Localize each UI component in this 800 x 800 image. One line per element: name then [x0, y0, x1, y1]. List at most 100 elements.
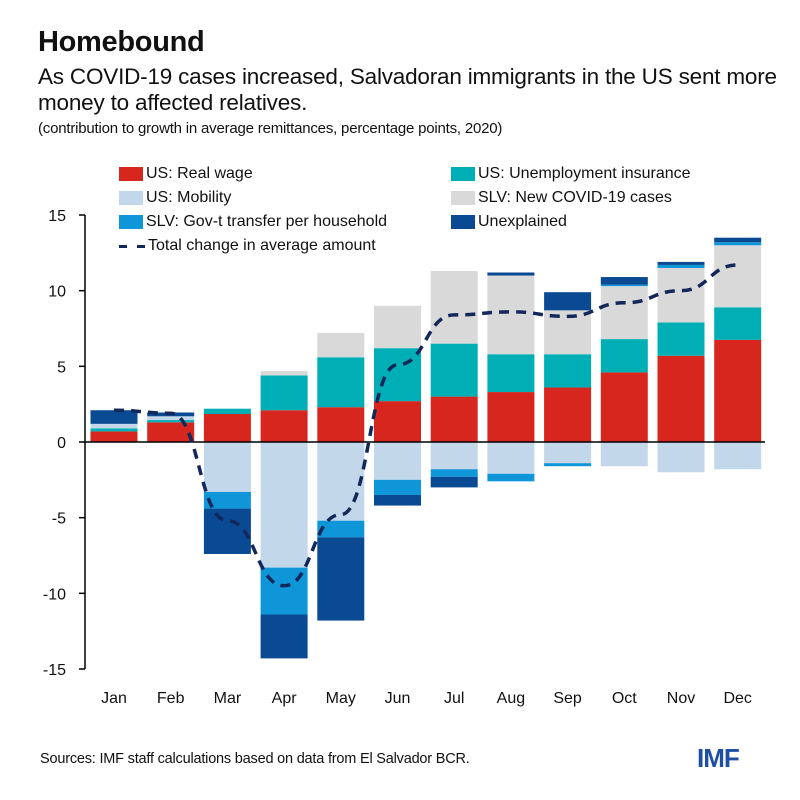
legend-swatch [451, 167, 475, 181]
bar-segment-jul-s0 [430, 396, 478, 442]
legend-swatch [451, 215, 475, 229]
bar-segment-aug-s2 [487, 442, 535, 474]
bar-segment-jan-s2 [90, 423, 138, 429]
bar-segment-feb-s1 [147, 420, 195, 423]
y-tick-label: -10 [43, 586, 66, 603]
legend-swatch [119, 191, 143, 205]
bar-segment-dec-s2 [714, 442, 762, 470]
bar-segment-may-s3 [317, 333, 365, 358]
legend-label: Unexplained [478, 213, 567, 230]
bar-segment-mar-s1 [203, 408, 251, 415]
bar-segment-aug-s0 [487, 392, 535, 442]
bar-segment-jul-s5 [430, 476, 478, 488]
bar-segment-jun-s4 [374, 479, 421, 495]
bar-segment-nov-s5 [657, 261, 705, 265]
x-tick-label: Sep [553, 690, 582, 707]
legend-item-unexplained: Unexplained [451, 213, 567, 231]
bar-segment-nov-s1 [657, 322, 705, 356]
bar-segment-oct-s3 [600, 286, 648, 340]
bar-segment-dec-s1 [714, 307, 762, 340]
bar-segment-apr-s0 [260, 410, 308, 442]
legend-item-unemployment: US: Unemployment insurance [451, 165, 691, 183]
bar-segment-aug-s1 [487, 354, 535, 393]
bar-segment-apr-s1 [260, 375, 308, 411]
legend-label: US: Unemployment insurance [478, 165, 691, 182]
dashed-line-swatch [119, 239, 145, 253]
bar-segment-may-s4 [317, 520, 365, 538]
chart-title: Homebound [38, 26, 205, 58]
x-tick-label: Feb [157, 690, 185, 707]
legend-swatch [451, 191, 475, 205]
bar-segment-jan-s0 [90, 431, 138, 442]
bar-segment-dec-s5 [714, 237, 762, 243]
x-tick-label: Jan [101, 690, 127, 707]
legend-label: Total change in average amount [148, 237, 376, 254]
bar-segment-nov-s2 [657, 442, 705, 473]
bar-segment-sep-s4 [544, 463, 592, 467]
legend-label: SLV: New COVID-19 cases [478, 189, 672, 206]
bar-segment-apr-s5 [260, 614, 308, 659]
y-tick-label: 5 [57, 359, 66, 376]
bar-segment-aug-s5 [487, 272, 535, 276]
bar-segment-mar-s4 [203, 491, 251, 509]
x-tick-label: May [326, 690, 356, 707]
bar-segment-oct-s1 [600, 339, 648, 373]
bar-segment-jun-s0 [374, 401, 421, 442]
bar-segment-oct-s2 [600, 442, 648, 467]
legend-item-govt-transfer: SLV: Gov-t transfer per household [119, 213, 387, 231]
bar-segment-sep-s1 [544, 354, 592, 388]
y-tick-label: 15 [48, 208, 66, 225]
x-tick-label: Dec [723, 690, 751, 707]
y-tick-label: 0 [57, 435, 66, 452]
bar-segment-may-s5 [317, 537, 365, 621]
source-note: Sources: IMF staff calculations based on… [40, 751, 470, 767]
bar-segment-feb-s2 [147, 416, 195, 421]
bar-segment-mar-s0 [203, 414, 251, 442]
bar-segment-may-s0 [317, 407, 365, 442]
bar-segment-may-s2 [317, 442, 365, 521]
bar-segment-jul-s1 [430, 343, 478, 397]
legend-item-real-wage: US: Real wage [119, 165, 253, 183]
bar-segment-sep-s2 [544, 442, 592, 464]
bar-segment-may-s1 [317, 357, 365, 408]
legend-item-mobility: US: Mobility [119, 189, 231, 207]
unit-note: (contribution to growth in average remit… [38, 120, 503, 137]
bar-segment-jan-s5 [90, 410, 138, 424]
y-tick-label: -15 [43, 662, 66, 679]
bar-segment-dec-s3 [714, 245, 762, 308]
bar-segment-dec-s0 [714, 339, 762, 442]
total-change-line [113, 263, 738, 588]
bar-segment-jun-s1 [374, 348, 421, 402]
bar-segment-jun-s5 [374, 494, 421, 506]
bar-segment-mar-s2 [203, 442, 251, 492]
bar-segment-sep-s0 [544, 387, 592, 442]
y-tick-label: -5 [52, 511, 66, 528]
x-tick-label: Nov [667, 690, 695, 707]
bar-segment-nov-s3 [657, 267, 705, 323]
bar-segment-feb-s0 [147, 422, 195, 442]
bar-segment-jul-s2 [430, 442, 478, 470]
legend-label: US: Mobility [146, 189, 232, 206]
legend-label: SLV: Gov-t transfer per household [146, 213, 388, 230]
legend-swatch [119, 167, 143, 181]
bar-segment-jan-s1 [90, 428, 138, 432]
x-tick-label: Jun [385, 690, 411, 707]
bar-segment-nov-s4 [657, 264, 705, 268]
bar-segment-dec-s4 [714, 242, 762, 246]
legend-label: US: Real wage [146, 165, 253, 182]
bar-segment-oct-s0 [600, 372, 648, 442]
x-tick-label: Mar [214, 690, 242, 707]
bar-segment-jul-s3 [430, 270, 478, 344]
bar-segment-aug-s3 [487, 275, 535, 355]
bar-segment-apr-s3 [260, 370, 308, 376]
bar-segment-jun-s3 [374, 305, 421, 349]
legend: US: Real wage US: Unemployment insurance… [119, 165, 759, 265]
bar-segment-apr-s2 [260, 442, 308, 568]
bar-segment-jun-s2 [374, 442, 421, 480]
bar-segment-oct-s4 [600, 284, 648, 287]
imf-logo: IMF [697, 743, 740, 773]
x-tick-label: Jul [444, 690, 464, 707]
bar-segment-oct-s5 [600, 277, 648, 285]
legend-item-covid-cases: SLV: New COVID-19 cases [451, 189, 672, 207]
